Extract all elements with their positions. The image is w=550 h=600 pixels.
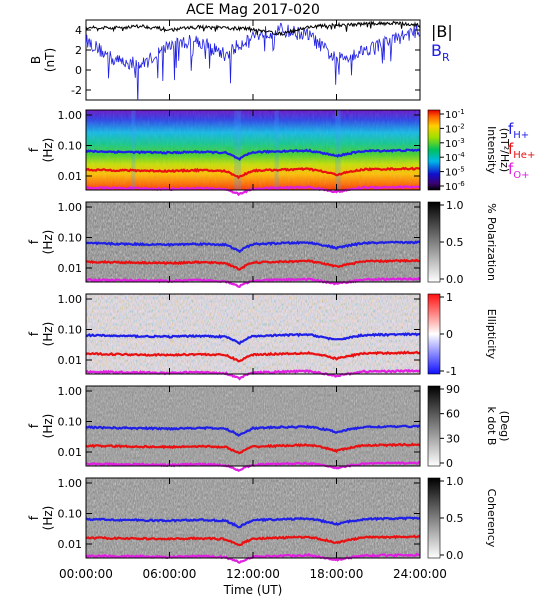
f-he-line xyxy=(85,534,421,547)
f-ytick-label: 1.00 xyxy=(58,109,83,122)
b-ytick-label: 0 xyxy=(75,64,82,77)
b-ytick-label: 2 xyxy=(75,44,82,57)
f-ytick-label: 1.00 xyxy=(58,385,83,398)
f-he-line xyxy=(85,258,421,271)
legend-b-total: |B| xyxy=(431,22,453,41)
colorbar-polarization xyxy=(427,201,441,283)
f-yunit: (Hz) xyxy=(41,230,55,255)
colorbar-tick-label: 10-1 xyxy=(445,108,465,121)
colorbar-intensity xyxy=(427,109,441,191)
f-h-line xyxy=(85,332,421,345)
series-b-total-line xyxy=(86,20,420,37)
colorbar-tick-label: 0 xyxy=(446,457,453,470)
colorbar-tick-label: 0.0 xyxy=(446,273,464,286)
panel-polarization: 1.0 0.5 0.0 % Polarization xyxy=(85,199,498,288)
colorbar-tick-label: 0 xyxy=(446,328,453,341)
intensity-event-stripe xyxy=(335,110,341,190)
x-tick-label: 24:00:00 xyxy=(393,567,447,581)
x-tick-label: 00:00:00 xyxy=(59,567,113,581)
f-yunit: (Hz) xyxy=(41,322,55,347)
colorbar-k-dot-b-unit: (Deg) xyxy=(498,411,511,442)
f-ytick-label: 0.01 xyxy=(58,538,83,551)
f-he-line xyxy=(85,166,421,180)
b-ylabel: B xyxy=(29,56,43,64)
colorbar-ellipticity xyxy=(427,293,441,375)
f-ytick-label: 1.00 xyxy=(58,293,83,306)
colorbar-tick-label: 1.0 xyxy=(446,199,464,212)
f-yunit: (Hz) xyxy=(41,506,55,531)
colorbar-polarization-label: % Polarization xyxy=(485,203,498,281)
f-ytick-label: 0.10 xyxy=(58,416,83,429)
intensity-event-stripe xyxy=(131,110,136,190)
f-ytick-label: 0.01 xyxy=(58,170,83,183)
colorbar-tick-label: 10-3 xyxy=(445,137,465,150)
legend-b-r: BR xyxy=(431,41,450,64)
colorbar-tick-label: 60 xyxy=(446,408,460,421)
f-h-line xyxy=(85,240,421,254)
panel-ellipticity: 1 0 -1 Ellipticity xyxy=(85,291,498,381)
colorbar-tick-label: 0.5 xyxy=(446,236,464,249)
colorbar-k-dot-b xyxy=(427,385,441,467)
b-ytick-label: 4 xyxy=(75,24,82,37)
panel-intensity: 10-110-2 10-310-4 10-510-6 Intensity (nT²/… xyxy=(85,108,535,197)
series-b-r-line xyxy=(86,22,420,100)
f-ytick-label: 0.01 xyxy=(58,446,83,459)
intensity-event-stripe xyxy=(274,110,279,190)
f-ytick-label: 1.00 xyxy=(58,201,83,214)
panel-coherency: 1.0 0.5 0.0 Coherency xyxy=(85,475,498,564)
legend-h-label: fH+ xyxy=(508,120,529,141)
colorbar-tick-label: 90 xyxy=(446,383,460,396)
colorbar-ellipticity-label: Ellipticity xyxy=(485,309,498,360)
colorbar-intensity-label: Intensity xyxy=(485,126,498,174)
f-he-line xyxy=(85,442,421,455)
legend-o-label: fO+ xyxy=(508,160,530,181)
f-h-line xyxy=(85,424,420,437)
panel-magnetic-field: -2 0 2 4 B (nT) |B| BR xyxy=(29,19,453,101)
f-ylabel: f xyxy=(27,331,41,336)
f-ylabel: f xyxy=(27,147,41,152)
x-tick-label: 12:00:00 xyxy=(226,567,280,581)
f-ytick-label: 1.00 xyxy=(58,477,83,490)
x-tick-label: 06:00:00 xyxy=(143,567,197,581)
f-ylabel: f xyxy=(27,515,41,520)
panel-k-dot-b: 90 60 30 0 k dot B (Deg) xyxy=(85,383,511,473)
x-axis-label: Time (UT) xyxy=(223,583,283,597)
colorbar-tick-label: -1 xyxy=(446,365,457,378)
f-yunit: (Hz) xyxy=(41,138,55,163)
f-h-line xyxy=(85,516,421,529)
colorbar-tick-label: 10-6 xyxy=(445,180,465,193)
colorbar-tick-label: 10-4 xyxy=(445,151,465,164)
intensity-event-stripe xyxy=(234,110,242,190)
colorbar-tick-label: 0.5 xyxy=(446,512,464,525)
f-ytick-label: 0.10 xyxy=(58,508,83,521)
b-yunit: (nT) xyxy=(43,48,57,72)
colorbar-intensity-unit: (nT²/Hz) xyxy=(498,128,511,172)
f-ytick-label: 0.01 xyxy=(58,262,83,275)
f-ytick-label: 0.10 xyxy=(58,140,83,153)
colorbar-tick-label: 10-2 xyxy=(445,122,465,135)
f-ytick-label: 0.01 xyxy=(58,354,83,367)
f-ytick-label: 0.10 xyxy=(58,232,83,245)
colorbar-tick-label: 1 xyxy=(446,291,453,304)
colorbar-coherency-label: Coherency xyxy=(485,489,498,548)
colorbar-k-dot-b-label: k dot B xyxy=(485,407,498,446)
f-h-line xyxy=(85,148,421,161)
colorbar-coherency xyxy=(427,477,441,559)
colorbar-tick-label: 1.0 xyxy=(446,475,464,488)
x-tick-label: 18:00:00 xyxy=(310,567,364,581)
f-ylabel: f xyxy=(27,423,41,428)
b-ytick-label: -2 xyxy=(71,84,82,97)
f-he-line xyxy=(85,350,421,363)
colorbar-tick-label: 30 xyxy=(446,432,460,445)
figure-title: ACE Mag 2017-020 xyxy=(186,2,320,18)
f-ytick-label: 0.10 xyxy=(58,324,83,337)
legend-he-label: fHe+ xyxy=(508,140,535,161)
f-ylabel: f xyxy=(27,239,41,244)
f-yunit: (Hz) xyxy=(41,414,55,439)
colorbar-tick-label: 10-5 xyxy=(445,166,465,179)
colorbar-tick-label: 0.0 xyxy=(446,549,464,562)
